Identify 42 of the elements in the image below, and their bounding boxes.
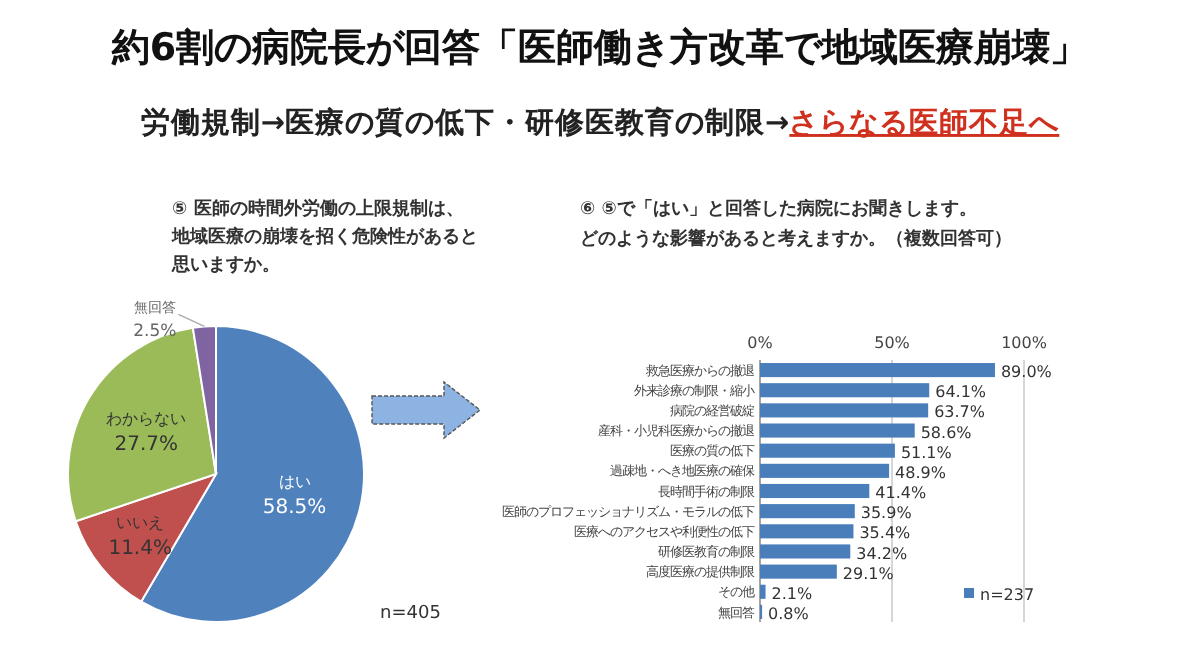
x-tick-label: 100% [1001,334,1048,352]
data-label: 34.2% [856,544,908,563]
data-label: 41.4% [875,484,927,503]
chart-title: ⑥ ⑤で「はい」と回答した病院にお聞きします。どのような影響があると考えますか。（複数回答可） [580,198,1012,250]
data-label: 11.4% [108,537,172,560]
bar [760,423,915,438]
bar [760,504,855,519]
data-label: 35.9% [860,504,913,523]
text: 約6割の病院長が回答「医師働き方改革で地域医療崩壊」 [109,26,1089,70]
bar [760,564,837,579]
bar [760,363,995,378]
data-label: 2.5% [133,322,177,343]
bar [760,383,930,398]
bar [760,403,929,418]
text: さらなる医師不足へ [789,106,1062,140]
data-label: 2.1% [771,584,813,603]
data-label: 58.6% [920,423,973,442]
data-label: 64.1% [935,383,987,402]
data-label: 51.1% [900,443,953,462]
bar [760,483,870,499]
bar [760,463,890,478]
text: 労働規制→医療の質の低下・研修医教育の制限→ [140,104,790,140]
chart-title: ⑤ 医師の時間外労働の上限規制は、地域医療の崩壊を招く危険性があると思いますか。 [170,198,478,276]
data-label: 89.0% [1000,363,1053,382]
bar [760,524,854,539]
text: n=405 [380,604,441,624]
slice-label: わからない [106,409,187,428]
data-label: 63.7% [934,403,986,422]
bar [760,584,766,599]
data-label: 48.9% [895,463,947,482]
data-label: 58.5% [262,497,327,520]
bar [760,544,851,559]
legend-label: n=237 [980,586,1035,604]
bar [760,443,895,458]
x-tick-label: 0% [747,334,774,352]
data-label: 29.1% [842,564,895,583]
slice-label: いいえ [116,513,165,532]
data-label: 35.4% [859,524,912,543]
data-label: 27.7% [114,433,179,456]
data-label: 0.8% [768,604,810,623]
x-tick-label: 50% [874,334,911,352]
slice-label: はい [278,473,311,492]
